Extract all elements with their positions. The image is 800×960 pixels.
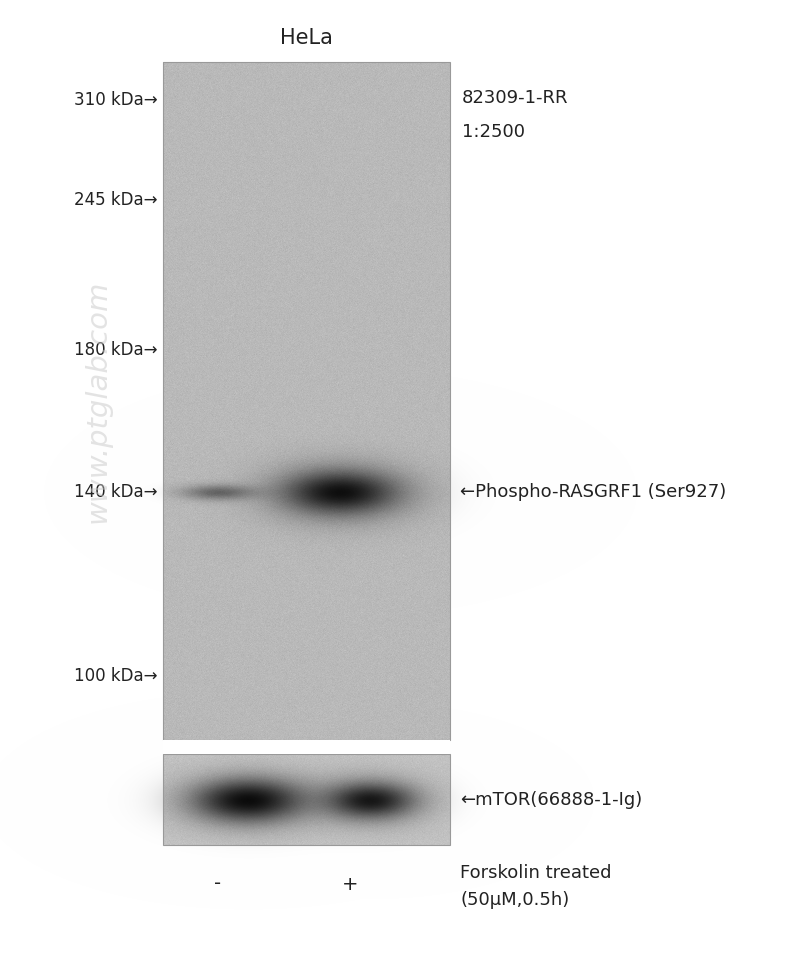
Text: ←Phospho-RASGRF1 (Ser927): ←Phospho-RASGRF1 (Ser927) bbox=[460, 483, 726, 501]
Text: 82309-1-RR: 82309-1-RR bbox=[462, 89, 569, 107]
Text: +: + bbox=[342, 875, 358, 894]
Text: 310 kDa→: 310 kDa→ bbox=[74, 91, 158, 109]
Text: Forskolin treated: Forskolin treated bbox=[460, 864, 611, 882]
Text: 140 kDa→: 140 kDa→ bbox=[74, 483, 158, 501]
Text: 1:2500: 1:2500 bbox=[462, 123, 525, 141]
Text: 180 kDa→: 180 kDa→ bbox=[74, 341, 158, 359]
Text: HeLa: HeLa bbox=[280, 28, 333, 48]
Bar bbox=[163, 754, 450, 845]
Text: 100 kDa→: 100 kDa→ bbox=[74, 667, 158, 685]
Bar bbox=[163, 62, 450, 740]
Bar bbox=[163, 740, 450, 754]
Text: 245 kDa→: 245 kDa→ bbox=[74, 191, 158, 209]
Text: (50μM,0.5h): (50μM,0.5h) bbox=[460, 891, 570, 909]
Text: www.ptglab.com: www.ptglab.com bbox=[84, 279, 112, 522]
Text: ←mTOR(66888-1-Ig): ←mTOR(66888-1-Ig) bbox=[460, 791, 642, 809]
Text: -: - bbox=[214, 875, 222, 894]
